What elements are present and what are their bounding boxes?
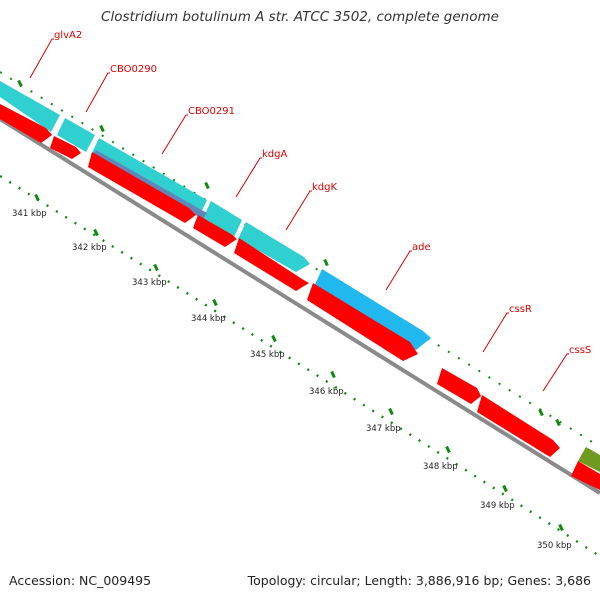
gene-label-CBO0290[interactable]: CBO0290: [110, 64, 157, 75]
gene-kdgK[interactable]: [238, 222, 310, 272]
topology-info: Topology: circular; Length: 3,886,916 bp…: [247, 573, 591, 588]
gene-kdgA[interactable]: [203, 201, 242, 237]
gene-label-ade[interactable]: ade: [412, 242, 431, 253]
gene-label-CBO0291[interactable]: CBO0291: [188, 106, 235, 117]
kbp-label: 341 kbp: [12, 209, 47, 219]
cds-kdgK[interactable]: [234, 238, 309, 291]
gene-ade[interactable]: [314, 269, 431, 350]
scale-ring-dots: [0, 174, 599, 557]
kbp-labels: 341 kbp 342 kbp 343 kbp 344 kbp 345 kbp …: [12, 209, 572, 551]
kbp-label: 348 kbp: [423, 462, 458, 472]
cds-CBO0290[interactable]: [50, 136, 81, 159]
kbp-label: 342 kbp: [72, 243, 107, 253]
kbp-label: 343 kbp: [132, 278, 167, 288]
gene-label-kdgA[interactable]: kdgA: [262, 149, 287, 160]
gene-label-kdgK[interactable]: kdgK: [312, 182, 337, 193]
outer-major-ticks: [17, 79, 561, 427]
cds-glvA2[interactable]: [0, 104, 52, 143]
map-title: Clostridium botulinum A str. ATCC 3502, …: [101, 9, 499, 25]
cds-track: [0, 104, 600, 490]
gene-label-glvA2[interactable]: glvA2: [54, 30, 82, 41]
cds-cssS[interactable]: [477, 395, 560, 457]
gene-labels: glvA2 CBO0290 CBO0291 kdgA kdgK ade cssR…: [54, 30, 591, 356]
kbp-label: 347 kbp: [366, 424, 401, 434]
gene-label-cssR[interactable]: cssR: [509, 304, 532, 315]
gene-CBO0290[interactable]: [57, 118, 95, 152]
cds-cssR[interactable]: [437, 368, 481, 404]
cds-other[interactable]: [571, 461, 600, 490]
kbp-label: 344 kbp: [191, 314, 226, 324]
cds-ade[interactable]: [307, 283, 418, 361]
gene-label-cssS[interactable]: cssS: [569, 345, 591, 356]
label-leaders: [29, 38, 569, 392]
gene-other[interactable]: [578, 447, 600, 472]
accession-label: Accession: NC_009495: [9, 573, 152, 588]
cds-CBO0291[interactable]: [88, 152, 196, 223]
operon-feature[interactable]: [92, 150, 207, 219]
kbp-label: 350 kbp: [537, 541, 572, 551]
scale-major-ticks: [34, 193, 564, 532]
gene-glvA2[interactable]: [0, 81, 60, 132]
cds-kdgA[interactable]: [193, 215, 237, 247]
kbp-label: 349 kbp: [480, 501, 515, 511]
kbp-label: 345 kbp: [250, 350, 285, 360]
genome-backbone: [0, 117, 600, 495]
kbp-label: 346 kbp: [309, 387, 344, 397]
